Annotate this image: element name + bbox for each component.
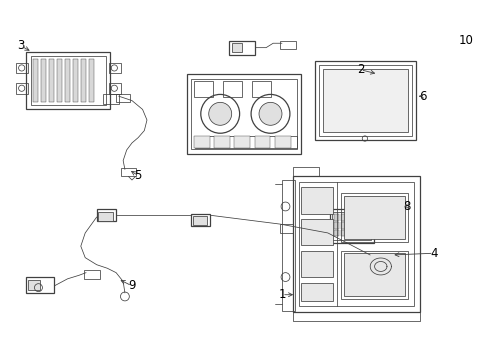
Bar [65, 59, 70, 102]
Bar [103, 94, 119, 104]
Bar [97, 209, 116, 221]
Bar [348, 215, 353, 221]
Bar [332, 212, 371, 240]
Bar [355, 222, 361, 229]
Bar [319, 65, 412, 136]
Bar [187, 74, 301, 153]
Bar [301, 219, 333, 245]
Bar [16, 63, 28, 73]
Bar [26, 277, 54, 293]
Bar [280, 41, 296, 49]
Bar [191, 213, 211, 226]
Bar [33, 59, 38, 102]
Bar [223, 81, 242, 97]
Text: 6: 6 [419, 90, 427, 103]
Bar [322, 69, 408, 132]
Bar [194, 81, 213, 97]
Text: 10: 10 [459, 34, 474, 47]
Bar [343, 196, 406, 239]
Bar [330, 209, 374, 243]
Bar [348, 222, 353, 229]
Bar [355, 215, 361, 221]
Text: 3: 3 [17, 39, 24, 53]
Bar [196, 136, 297, 148]
Bar [57, 59, 62, 102]
Bar [341, 230, 346, 237]
Bar [362, 215, 368, 221]
Text: 1: 1 [278, 288, 286, 301]
Bar [341, 251, 408, 299]
Bar [355, 230, 361, 237]
Bar [28, 280, 40, 290]
Bar [194, 136, 210, 148]
Bar [301, 251, 333, 277]
Bar [275, 136, 291, 148]
Bar [334, 222, 339, 229]
Bar [334, 230, 339, 237]
Bar [193, 216, 207, 225]
Bar [362, 222, 368, 229]
Bar [282, 180, 295, 311]
Bar [49, 59, 54, 102]
Bar [26, 52, 110, 109]
Bar [280, 224, 293, 233]
Bar [81, 59, 86, 102]
Bar [109, 83, 122, 94]
Text: 2: 2 [357, 63, 364, 76]
Bar [234, 136, 250, 148]
Bar [341, 193, 408, 242]
Bar [109, 63, 122, 73]
Bar [191, 78, 297, 149]
Bar [341, 222, 346, 229]
Bar [84, 270, 100, 279]
Bar [214, 136, 230, 148]
Text: 4: 4 [430, 247, 438, 260]
Bar [30, 57, 105, 105]
Bar [232, 43, 242, 52]
Bar [299, 182, 415, 306]
Bar [229, 41, 255, 55]
Bar [252, 81, 271, 97]
Bar [41, 59, 47, 102]
Bar [122, 168, 136, 176]
Bar [293, 176, 420, 312]
Circle shape [259, 102, 282, 125]
Bar [89, 59, 94, 102]
Circle shape [209, 102, 232, 125]
Bar [362, 230, 368, 237]
Bar [301, 283, 333, 301]
Bar [315, 61, 416, 140]
Bar [301, 187, 333, 213]
Bar [73, 59, 78, 102]
Bar [98, 212, 113, 221]
Bar [334, 215, 339, 221]
Bar [348, 230, 353, 237]
Text: 5: 5 [134, 169, 142, 182]
Text: 8: 8 [404, 200, 411, 213]
Bar [343, 253, 406, 297]
Bar [116, 94, 130, 102]
Bar [341, 215, 346, 221]
Bar [16, 83, 28, 94]
Bar [255, 136, 270, 148]
Text: 9: 9 [128, 279, 136, 292]
Bar [472, 167, 487, 176]
